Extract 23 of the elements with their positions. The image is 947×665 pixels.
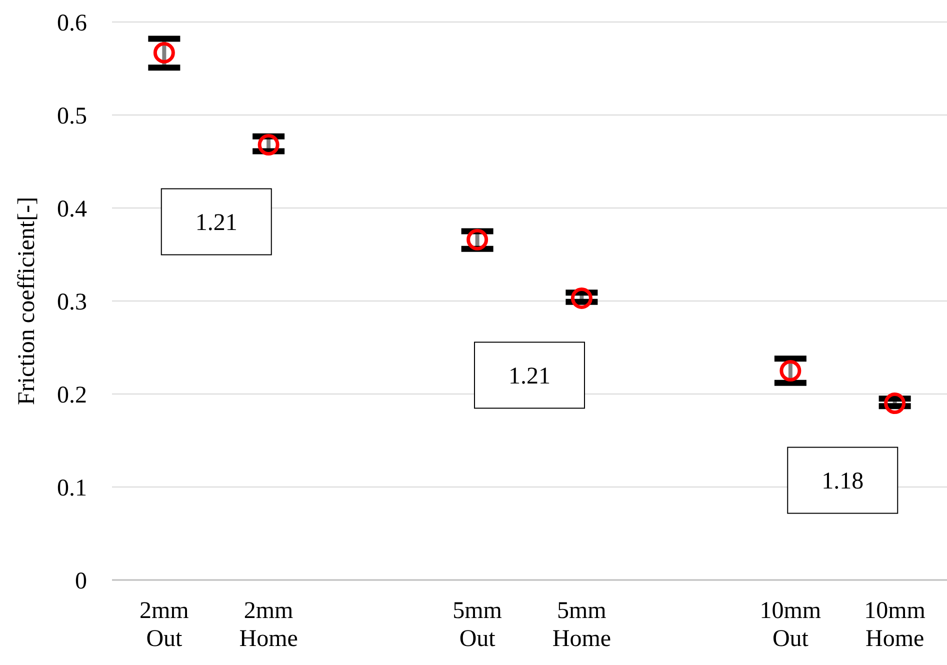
point [466, 228, 488, 250]
point [153, 42, 175, 64]
annotation: 1.18 [822, 468, 864, 495]
x-tick-label: 5mm Home [552, 598, 612, 652]
y-tick-label: 0.3 [57, 289, 87, 316]
y-tick-label: 0.5 [57, 103, 87, 130]
y-tick-label: 0 [75, 568, 87, 594]
x-tick-label: 2mm Out [140, 598, 190, 652]
point [570, 287, 592, 309]
annotation: 1.21 [195, 210, 238, 236]
x-tick-label: 10mm Out [760, 598, 822, 652]
y-tick-label: 0.6 [57, 10, 87, 36]
y-tick-label: 0.2 [57, 382, 87, 408]
y-axis-title: Friction coefficient[-] [14, 196, 40, 406]
y-tick-label: 0.1 [57, 475, 87, 502]
x-tick-label: 2mm Home [239, 598, 298, 652]
annotation: 1.21 [508, 364, 550, 390]
point [258, 134, 280, 156]
point [780, 360, 802, 382]
y-tick-label: 0.4 [57, 196, 87, 222]
x-tick-label: 10mm Home [864, 598, 926, 652]
x-tick-label: 5mm Out [452, 598, 502, 652]
point [884, 392, 906, 414]
